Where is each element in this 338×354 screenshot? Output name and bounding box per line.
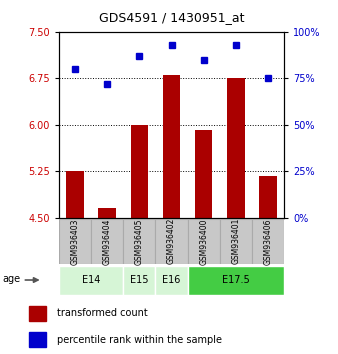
Text: transformed count: transformed count xyxy=(57,308,148,318)
Bar xyxy=(252,219,284,264)
Bar xyxy=(155,266,188,295)
Bar xyxy=(59,219,91,264)
Text: E17.5: E17.5 xyxy=(222,275,250,285)
Bar xyxy=(195,130,213,218)
Text: GSM936401: GSM936401 xyxy=(231,218,240,264)
Bar xyxy=(29,306,46,321)
Text: GSM936402: GSM936402 xyxy=(167,218,176,264)
Bar xyxy=(220,219,252,264)
Text: GSM936406: GSM936406 xyxy=(263,218,272,264)
Text: E14: E14 xyxy=(82,275,100,285)
Bar xyxy=(123,266,155,295)
Bar xyxy=(123,219,155,264)
Text: E15: E15 xyxy=(130,275,149,285)
Text: GSM936403: GSM936403 xyxy=(71,218,80,264)
Bar xyxy=(227,78,245,218)
Bar xyxy=(98,209,116,218)
Bar xyxy=(188,266,284,295)
Text: age: age xyxy=(3,274,21,284)
Text: percentile rank within the sample: percentile rank within the sample xyxy=(57,335,222,345)
Bar xyxy=(188,219,220,264)
Text: E16: E16 xyxy=(162,275,181,285)
Bar xyxy=(66,171,84,218)
Text: GDS4591 / 1430951_at: GDS4591 / 1430951_at xyxy=(99,11,244,24)
Text: GSM936405: GSM936405 xyxy=(135,218,144,264)
Text: GSM936404: GSM936404 xyxy=(103,218,112,264)
Bar xyxy=(130,125,148,218)
Bar xyxy=(163,75,180,218)
Bar xyxy=(259,176,277,218)
Bar xyxy=(59,266,123,295)
Bar xyxy=(29,332,46,347)
Bar xyxy=(91,219,123,264)
Bar xyxy=(155,219,188,264)
Text: GSM936400: GSM936400 xyxy=(199,218,208,264)
